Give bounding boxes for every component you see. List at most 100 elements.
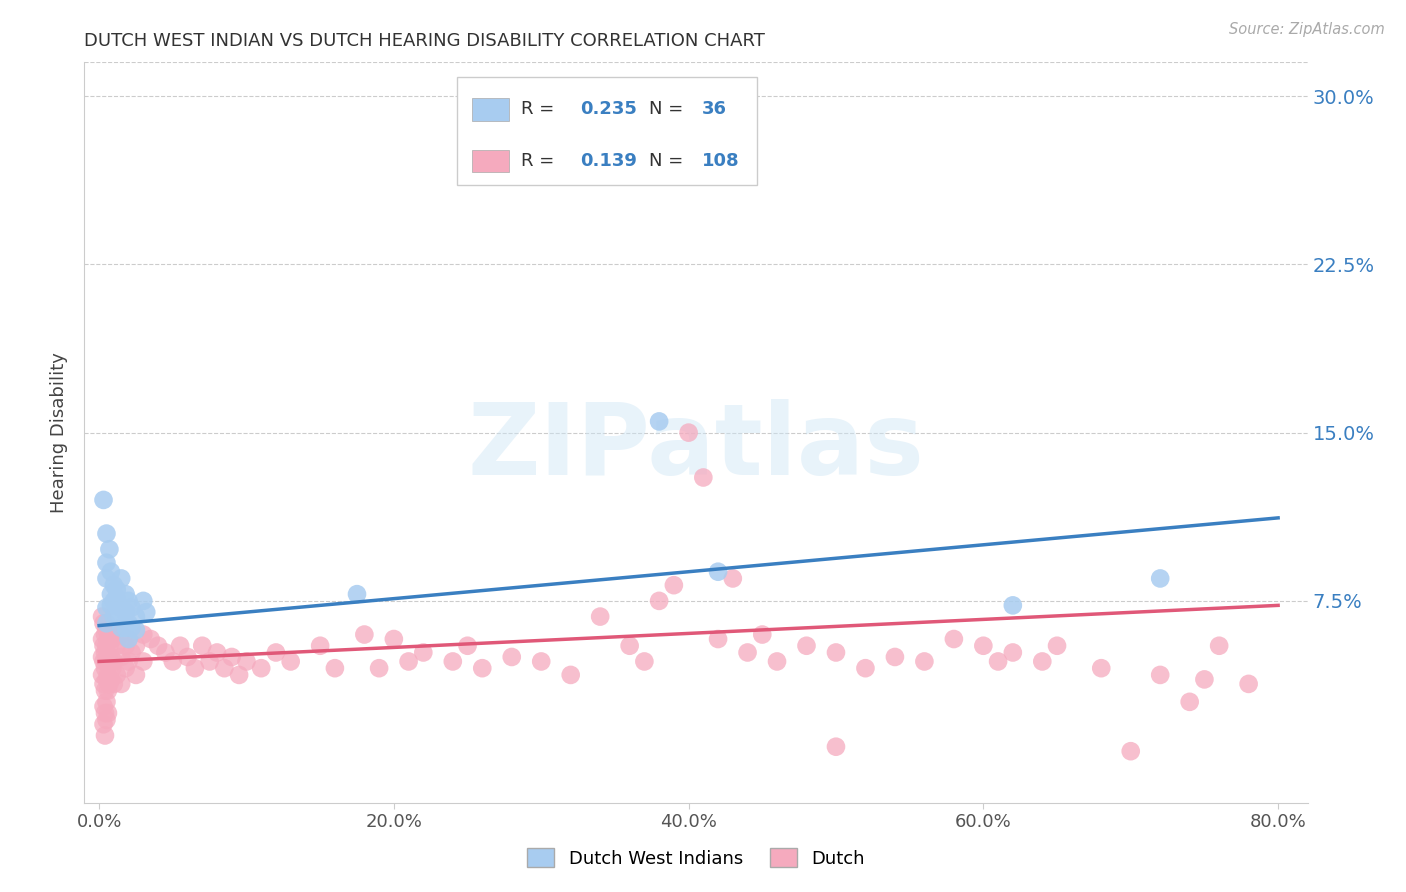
Text: 0.235: 0.235	[579, 101, 637, 119]
Point	[346, 587, 368, 601]
Point	[98, 542, 121, 557]
Point	[1237, 677, 1260, 691]
Point	[94, 661, 117, 675]
Legend: Dutch West Indians, Dutch: Dutch West Indians, Dutch	[527, 848, 865, 868]
Point	[103, 609, 125, 624]
Point	[412, 645, 434, 659]
Point	[114, 639, 136, 653]
Point	[942, 632, 965, 646]
Point	[103, 627, 125, 641]
Text: ZIPatlas: ZIPatlas	[468, 399, 924, 496]
Point	[766, 655, 789, 669]
Point	[309, 639, 332, 653]
Point	[121, 645, 143, 659]
Point	[100, 650, 122, 665]
Point	[132, 594, 155, 608]
Point	[96, 571, 118, 585]
Point	[398, 655, 420, 669]
Point	[101, 661, 124, 675]
Point	[110, 650, 132, 665]
Point	[91, 668, 114, 682]
Point	[633, 655, 655, 669]
Point	[97, 668, 120, 682]
Point	[1031, 655, 1053, 669]
Text: Source: ZipAtlas.com: Source: ZipAtlas.com	[1229, 22, 1385, 37]
Point	[912, 655, 935, 669]
Point	[101, 632, 124, 646]
Point	[146, 639, 169, 653]
Point	[91, 609, 114, 624]
Point	[96, 713, 118, 727]
Point	[1194, 673, 1216, 687]
Point	[1149, 571, 1171, 585]
Point	[751, 627, 773, 641]
Point	[103, 578, 125, 592]
Point	[103, 594, 125, 608]
Text: R =: R =	[522, 152, 565, 170]
Point	[184, 661, 207, 675]
Point	[169, 639, 191, 653]
Point	[117, 616, 139, 631]
Point	[125, 668, 148, 682]
Point	[353, 627, 375, 641]
Point	[97, 706, 120, 720]
Point	[96, 695, 118, 709]
Point	[91, 632, 114, 646]
Text: 0.139: 0.139	[579, 152, 637, 170]
Point	[94, 729, 117, 743]
Point	[1090, 661, 1112, 675]
Point	[97, 650, 120, 665]
Point	[100, 623, 122, 637]
Point	[132, 655, 155, 669]
Point	[368, 661, 391, 675]
Point	[619, 639, 641, 653]
Point	[105, 609, 128, 624]
Point	[692, 470, 714, 484]
Point	[100, 587, 122, 601]
Point	[114, 587, 136, 601]
Point	[114, 605, 136, 619]
Point	[93, 492, 115, 507]
Point	[96, 655, 118, 669]
Point	[560, 668, 582, 682]
Point	[121, 600, 143, 615]
Point	[707, 565, 730, 579]
Point	[589, 609, 612, 624]
Point	[457, 639, 479, 653]
Point	[648, 594, 671, 608]
Point	[96, 526, 118, 541]
Point	[135, 605, 157, 619]
Point	[825, 645, 848, 659]
Point	[471, 661, 494, 675]
Point	[280, 655, 302, 669]
Point	[114, 661, 136, 675]
FancyBboxPatch shape	[457, 78, 758, 185]
Text: DUTCH WEST INDIAN VS DUTCH HEARING DISABILITY CORRELATION CHART: DUTCH WEST INDIAN VS DUTCH HEARING DISAB…	[84, 32, 765, 50]
Point	[214, 661, 236, 675]
Point	[441, 655, 464, 669]
Point	[125, 609, 148, 624]
Point	[117, 632, 139, 646]
Point	[721, 571, 744, 585]
Point	[155, 645, 177, 659]
Point	[132, 627, 155, 641]
Point	[235, 655, 257, 669]
Point	[1046, 639, 1069, 653]
Point	[191, 639, 214, 653]
Point	[94, 706, 117, 720]
Point	[501, 650, 523, 665]
Text: N =: N =	[650, 101, 683, 119]
Point	[105, 582, 128, 597]
Point	[125, 623, 148, 637]
Point	[96, 623, 118, 637]
Point	[678, 425, 700, 440]
Point	[121, 621, 143, 635]
Point	[93, 655, 115, 669]
Point	[117, 594, 139, 608]
Point	[100, 565, 122, 579]
Point	[105, 668, 128, 682]
Point	[110, 627, 132, 641]
Point	[737, 645, 759, 659]
Point	[1119, 744, 1142, 758]
Point	[855, 661, 877, 675]
